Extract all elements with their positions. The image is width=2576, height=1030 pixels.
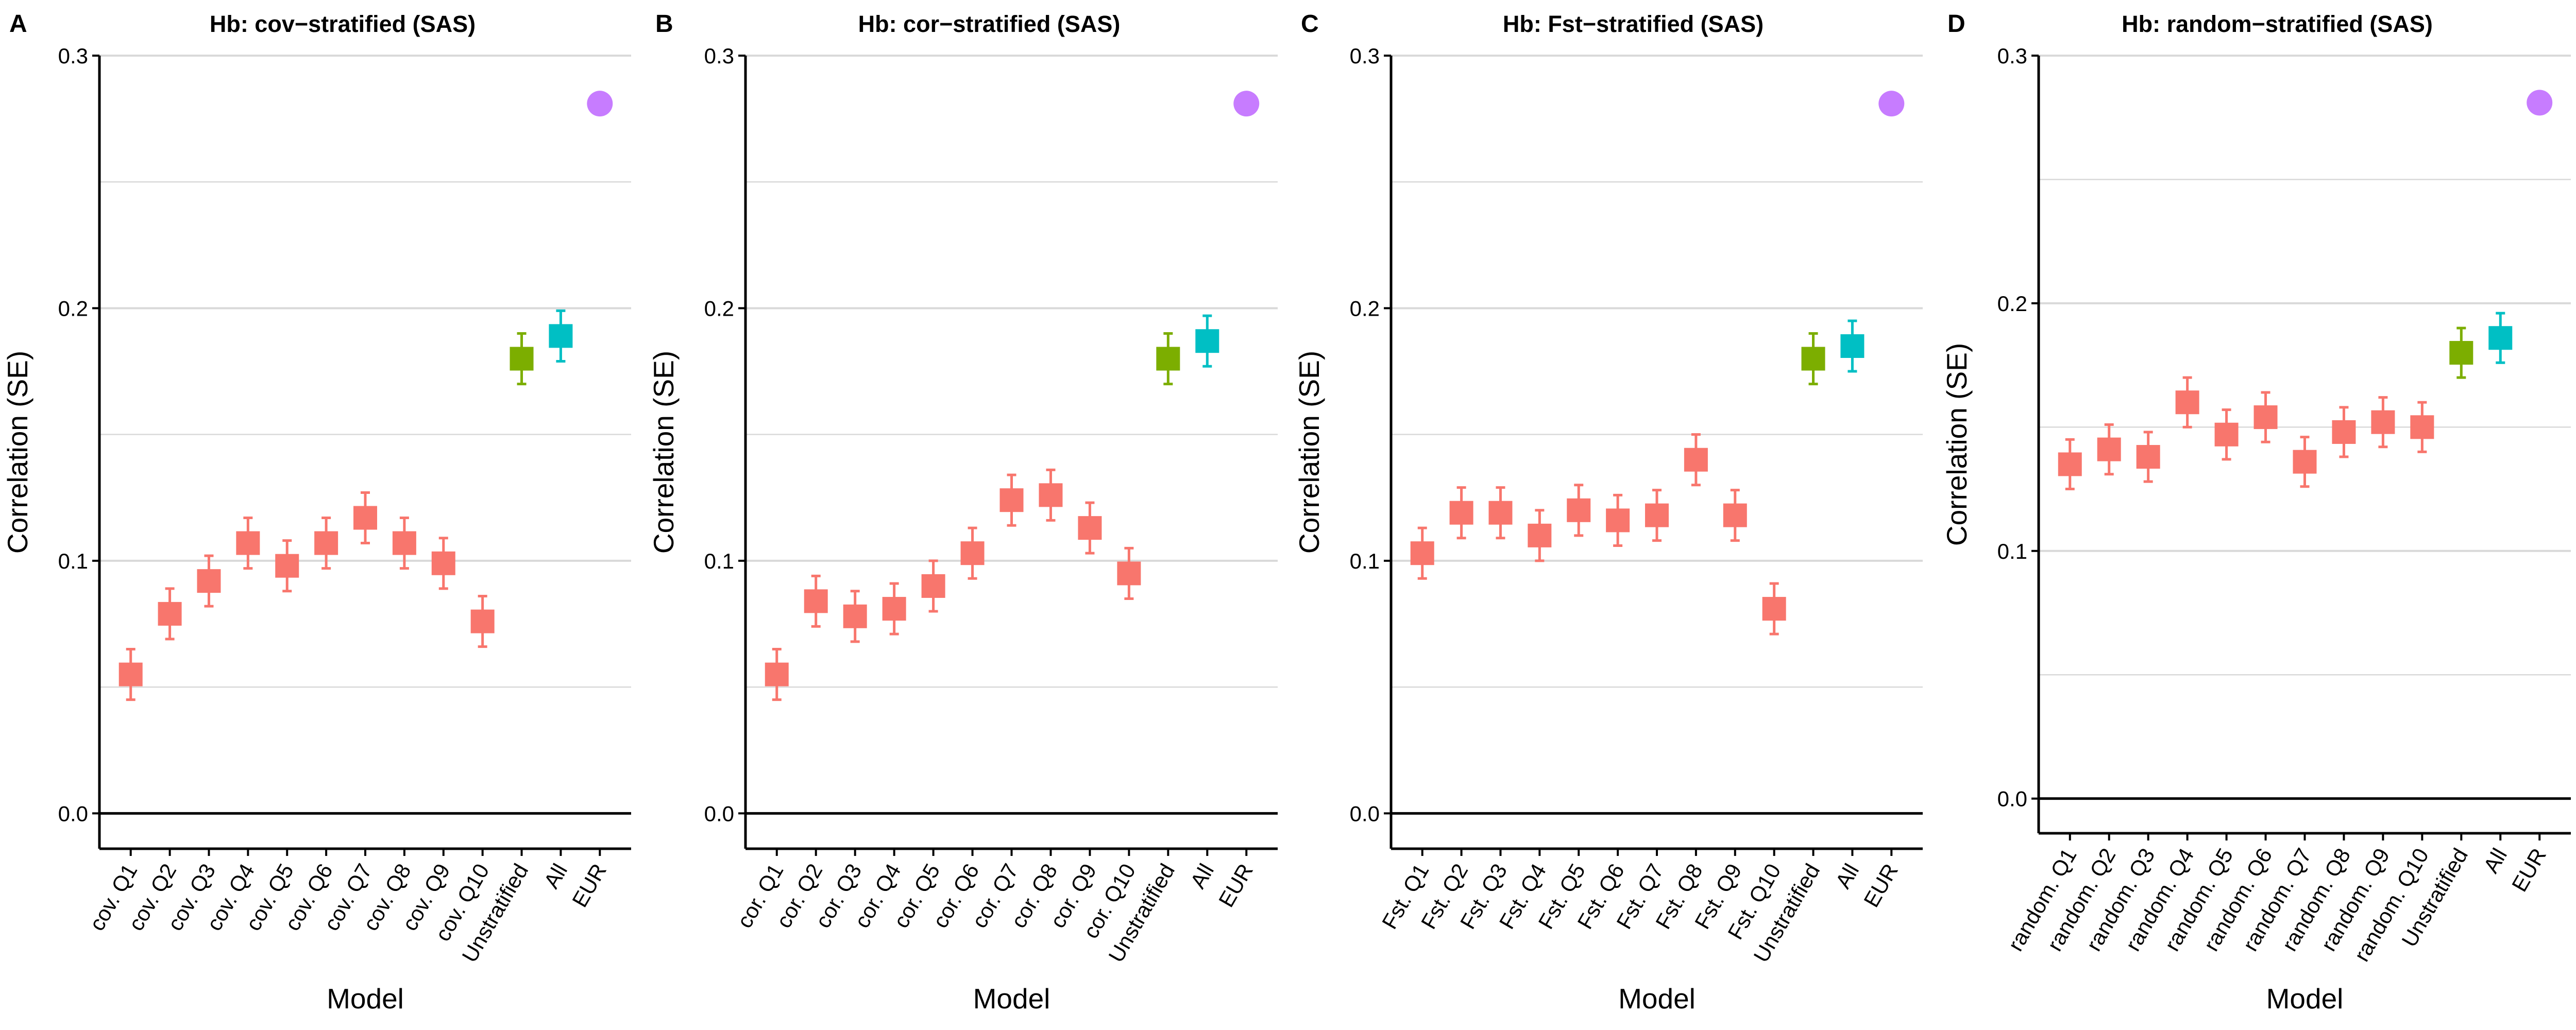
data-point-quantile (2175, 390, 2199, 415)
panel-title: Hb: cov−stratified (SAS) (210, 11, 476, 37)
x-category-label: All (1831, 860, 1863, 892)
y-axis-title: Correlation (SE) (1941, 343, 1973, 546)
y-axis-title: Correlation (SE) (1293, 351, 1325, 554)
data-point-eur (587, 91, 613, 117)
data-point-quantile (765, 662, 789, 686)
data-point-unstratified (2449, 341, 2473, 365)
y-tick-label: 0.1 (58, 549, 88, 573)
data-point-quantile (275, 554, 299, 578)
panel-title: Hb: cor−stratified (SAS) (858, 11, 1121, 37)
data-point-quantile (236, 531, 260, 555)
y-tick-label: 0.3 (1350, 44, 1380, 68)
y-tick-label: 0.2 (704, 296, 734, 320)
data-point-quantile (1488, 501, 1513, 525)
y-tick-label: 0.0 (1350, 801, 1380, 826)
data-point-unstratified (1801, 347, 1825, 371)
x-category-label: All (1185, 860, 1218, 892)
data-point-eur (1878, 91, 1905, 117)
y-tick-label: 0.3 (1997, 44, 2027, 68)
data-point-quantile (1684, 448, 1708, 472)
data-point-quantile (1723, 503, 1747, 527)
y-tick-label: 0.1 (704, 549, 734, 573)
data-point-quantile (1449, 501, 1473, 525)
data-point-quantile (804, 589, 828, 613)
data-point-quantile (392, 531, 416, 555)
data-point-unstratified (1156, 347, 1180, 371)
panel-letter: C (1301, 10, 1319, 38)
y-tick-label: 0.3 (704, 44, 734, 68)
data-point-quantile (2097, 437, 2121, 461)
y-tick-label: 0.1 (1350, 549, 1380, 573)
y-tick-label: 0.0 (704, 801, 734, 826)
data-point-all (2488, 326, 2513, 350)
data-point-quantile (960, 541, 985, 565)
data-point-quantile (118, 662, 143, 686)
x-category-label: EUR (567, 860, 611, 911)
data-point-eur (2527, 90, 2553, 116)
y-axis-title: Correlation (SE) (2, 351, 33, 554)
y-tick-label: 0.2 (1997, 291, 2027, 316)
data-point-quantile (2371, 410, 2395, 434)
data-point-quantile (999, 488, 1024, 512)
data-point-quantile (2332, 420, 2356, 444)
y-tick-label: 0.0 (1997, 787, 2027, 811)
data-point-all (1840, 334, 1865, 358)
panel-title: Hb: random−stratified (SAS) (2122, 11, 2433, 37)
x-category-label: All (2479, 844, 2512, 877)
x-axis-title: Model (1618, 983, 1696, 1015)
data-point-quantile (1528, 523, 1552, 547)
data-point-quantile (882, 597, 906, 621)
x-category-label: EUR (1859, 860, 1903, 911)
data-point-quantile (470, 609, 495, 633)
x-axis-title: Model (327, 983, 404, 1015)
data-point-quantile (1762, 597, 1786, 621)
data-point-quantile (921, 574, 945, 598)
data-point-quantile (2293, 450, 2317, 474)
data-point-quantile (1117, 561, 1141, 586)
data-point-quantile (1078, 516, 1102, 540)
y-tick-label: 0.1 (1997, 539, 2027, 563)
x-axis-title: Model (2266, 983, 2344, 1015)
data-point-quantile (158, 602, 182, 626)
data-point-eur (1233, 91, 1260, 117)
panel-letter: B (655, 10, 673, 38)
panel-title: Hb: Fst−stratified (SAS) (1503, 11, 1764, 37)
x-axis-title: Model (973, 983, 1050, 1015)
y-tick-label: 0.2 (58, 296, 88, 320)
data-point-quantile (197, 569, 221, 593)
data-point-all (1195, 329, 1219, 353)
y-tick-label: 0.0 (58, 801, 88, 826)
y-axis-title: Correlation (SE) (648, 351, 680, 554)
x-category-label: EUR (2507, 844, 2551, 896)
y-tick-label: 0.3 (58, 44, 88, 68)
data-point-quantile (353, 506, 377, 530)
data-point-quantile (843, 604, 867, 628)
data-point-unstratified (510, 347, 534, 371)
data-point-quantile (314, 531, 338, 555)
data-point-quantile (431, 551, 455, 575)
y-tick-label: 0.2 (1350, 296, 1380, 320)
data-point-quantile (1410, 541, 1434, 565)
data-point-quantile (2253, 405, 2278, 430)
data-point-quantile (1606, 508, 1630, 533)
x-category-label: EUR (1214, 860, 1258, 911)
data-point-all (549, 324, 573, 348)
data-point-quantile (1039, 483, 1063, 507)
panel-letter: D (1947, 10, 1965, 38)
data-point-quantile (2214, 422, 2239, 447)
data-point-quantile (1645, 503, 1669, 527)
panel-letter: A (9, 10, 27, 38)
data-point-quantile (2136, 445, 2160, 469)
data-point-quantile (2410, 415, 2434, 439)
data-point-quantile (2058, 452, 2082, 476)
x-category-label: All (539, 860, 572, 892)
data-point-quantile (1567, 498, 1591, 522)
